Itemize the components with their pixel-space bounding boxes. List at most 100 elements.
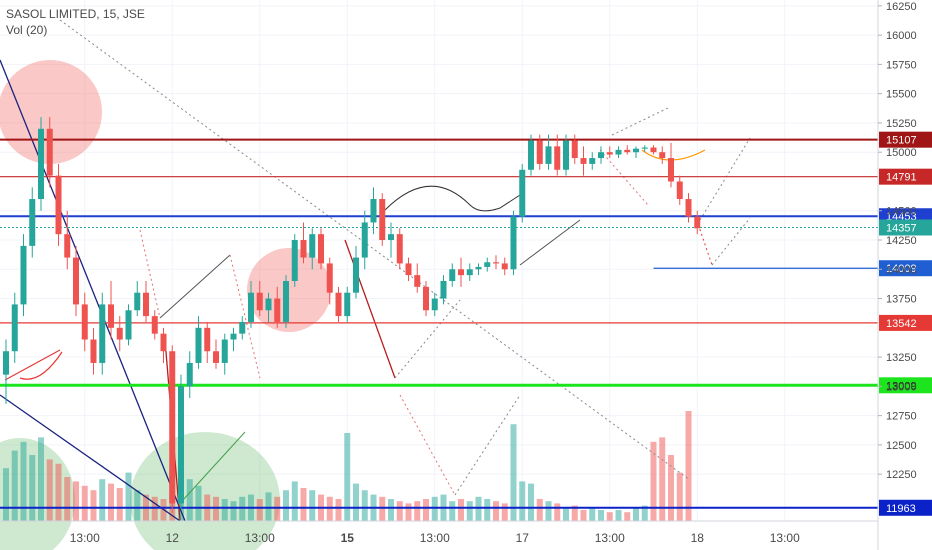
candle-body: [563, 140, 569, 170]
volume-bar: [90, 490, 97, 521]
volume-bar: [300, 488, 307, 521]
volume-bar: [344, 433, 351, 521]
trend-line: [159, 254, 231, 319]
volume-bar: [388, 499, 394, 521]
candle-body: [484, 262, 491, 267]
price-level-value: 14791: [886, 172, 917, 184]
candle: [11, 292, 18, 363]
candle-body: [186, 362, 193, 387]
trend-line: [0, 394, 181, 522]
volume-bar: [64, 477, 71, 521]
candle-body: [11, 304, 18, 352]
y-tick-label: 12250: [886, 469, 917, 481]
candle: [458, 257, 464, 287]
volume-bar: [309, 490, 316, 521]
trend-line: [139, 229, 161, 319]
trend-line: [0, 59, 186, 522]
candle-body: [108, 304, 114, 328]
candle: [466, 263, 473, 281]
candle-body: [291, 240, 298, 281]
volume-bar: [685, 411, 692, 521]
candle-body: [458, 269, 464, 276]
candle: [169, 345, 176, 513]
price-level-value: 13542: [886, 318, 917, 330]
candle: [283, 275, 289, 328]
trend-line: [182, 431, 246, 501]
volume-bar: [414, 501, 421, 521]
volume-bar: [641, 505, 648, 521]
volume-bar: [519, 481, 526, 521]
candle-body: [633, 148, 639, 153]
volume-bar: [606, 512, 613, 521]
volume-bar: [335, 499, 342, 521]
y-tick-label: 13250: [886, 352, 917, 364]
candle-body: [510, 216, 517, 270]
candle: [493, 255, 499, 270]
candle: [134, 280, 141, 317]
volume-bar: [151, 496, 158, 521]
candle-body: [519, 169, 526, 217]
volume-bar: [361, 490, 368, 521]
candle: [353, 245, 359, 299]
candle-body: [248, 292, 254, 322]
candle-body: [396, 234, 403, 264]
volume-bar: [29, 455, 36, 521]
candle: [64, 210, 71, 270]
candle-body: [55, 175, 62, 235]
y-tick-label: 14500: [886, 206, 917, 218]
candle: [536, 134, 543, 170]
candle-body: [46, 128, 53, 176]
candle-body: [379, 199, 386, 241]
candle-body: [580, 158, 587, 164]
volume-bar: [528, 483, 534, 521]
volume-bar: [353, 483, 359, 521]
trend-line: [519, 219, 581, 266]
candle: [414, 263, 421, 293]
candle-body: [160, 333, 167, 352]
trend-line: [699, 137, 751, 221]
y-tick-label: 16250: [886, 1, 917, 13]
candle: [38, 117, 44, 211]
candle-body: [3, 351, 9, 375]
candle: [440, 275, 447, 305]
candle-body: [230, 333, 237, 340]
candle-body: [239, 321, 246, 334]
candle-body: [694, 216, 701, 229]
volume-bar: [589, 507, 596, 521]
candle-body: [668, 158, 674, 182]
candle: [668, 142, 674, 188]
candle: [519, 163, 526, 223]
candle-body: [676, 181, 683, 200]
candle-body: [344, 292, 351, 317]
chart-legend: SASOL LIMITED, 15, JSE Vol (20): [6, 6, 145, 38]
x-tick-label: 13:00: [245, 531, 275, 545]
y-tick-label: 13000: [886, 381, 917, 393]
volume-bar: [449, 501, 456, 521]
volume-bar: [73, 481, 79, 521]
candle: [239, 316, 246, 340]
trend-line: [4, 349, 61, 381]
candle: [580, 146, 587, 176]
candle: [99, 292, 106, 375]
candle: [186, 351, 193, 399]
trend-line: [394, 299, 461, 379]
candle: [528, 134, 534, 176]
highlight-circle: [0, 60, 102, 164]
candle-body: [221, 339, 228, 363]
price-level-tag: [879, 499, 932, 516]
candle-body: [169, 351, 176, 504]
candle: [641, 145, 648, 153]
price-level-tag: [879, 131, 932, 148]
candle-body: [64, 234, 71, 258]
candle: [545, 134, 552, 170]
price-level-tag: [879, 377, 932, 394]
candle-body: [423, 286, 429, 311]
candle: [265, 292, 272, 322]
candle-body: [274, 298, 281, 322]
candle: [81, 292, 88, 352]
candle: [29, 187, 36, 258]
x-tick-label: 13:00: [70, 531, 100, 545]
candle: [379, 193, 386, 246]
price-level-value: 11963: [886, 503, 916, 515]
